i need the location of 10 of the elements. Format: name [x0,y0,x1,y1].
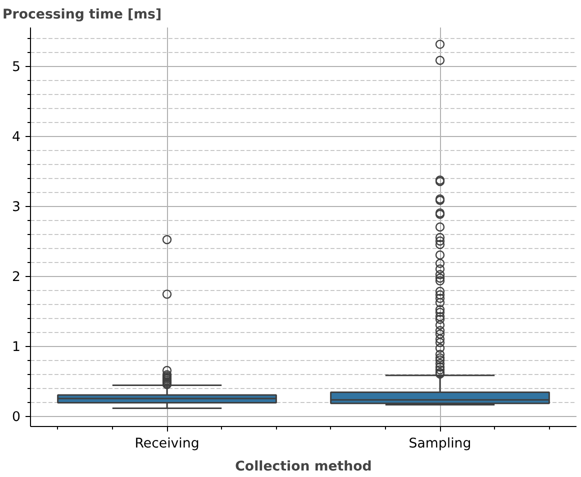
x-axis-title: Collection method [235,460,372,474]
x-tick-label: Receiving [134,436,200,452]
y-tick-label: 5 [12,60,21,75]
y-tick-label: 2 [12,270,21,285]
y-tick-label: 4 [12,130,21,145]
y-axis-title: Processing time [ms] [2,8,162,22]
y-tick-label: 3 [12,200,21,215]
y-tick-label: 1 [12,340,21,355]
y-tick-label: 0 [12,410,21,425]
x-tick-label: Sampling [408,436,472,452]
